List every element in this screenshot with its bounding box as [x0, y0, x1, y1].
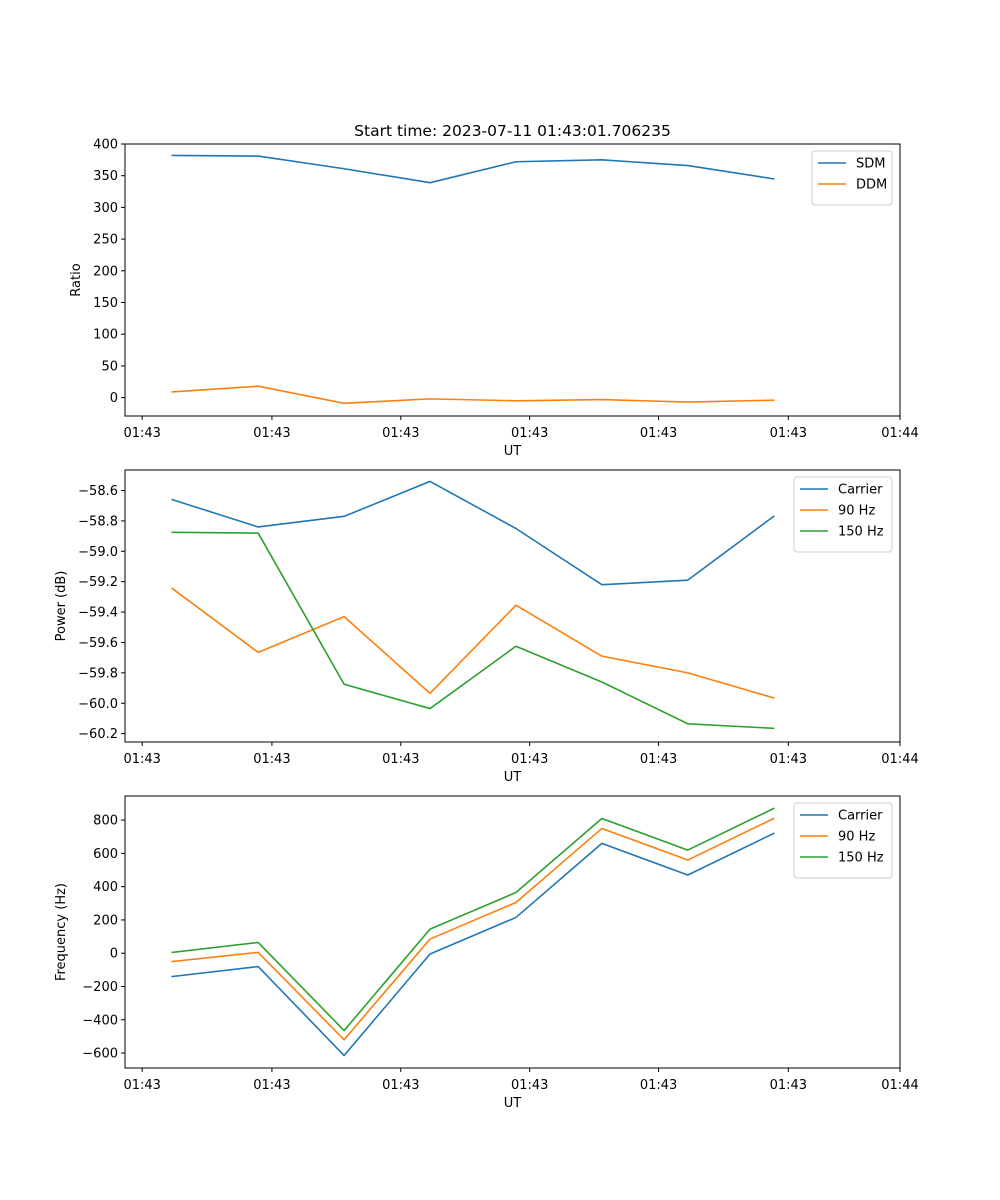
y-axis-label: Frequency (Hz)	[54, 883, 69, 981]
y-tick-label: −400	[82, 1013, 118, 1028]
y-tick-label: −600	[82, 1047, 118, 1062]
y-tick-label: 100	[93, 328, 118, 343]
y-tick-label: 350	[93, 169, 118, 184]
axes-frame	[124, 143, 901, 417]
x-tick-label: 01:43	[253, 1078, 290, 1093]
legend-label: 90 Hz	[838, 830, 875, 845]
x-tick-label: 01:44	[881, 752, 918, 767]
x-tick-label: 01:43	[640, 752, 677, 767]
y-tick-label: −59.0	[78, 545, 118, 560]
legend-box	[811, 150, 893, 206]
x-tick-label: 01:43	[123, 752, 160, 767]
y-tick-label: 250	[93, 233, 118, 248]
series-line-ddm	[171, 385, 775, 405]
x-tick-label: 01:43	[253, 426, 290, 441]
y-tick-label: −59.6	[78, 636, 118, 651]
x-tick-label: 01:43	[511, 426, 548, 441]
x-tick-label: 01:43	[511, 1078, 548, 1093]
y-tick-label: −60.0	[78, 697, 118, 712]
x-tick-label: 01:44	[881, 426, 918, 441]
x-tick-label: 01:43	[640, 426, 677, 441]
y-tick-label: −59.2	[78, 575, 118, 590]
y-tick-label: −59.4	[78, 606, 118, 621]
x-tick-label: 01:43	[770, 752, 807, 767]
y-tick-label: 400	[93, 138, 118, 153]
legend-label: 90 Hz	[838, 504, 875, 519]
series-line-150-hz	[171, 807, 775, 1032]
y-tick-label: 300	[93, 201, 118, 216]
y-tick-label: 0	[110, 947, 118, 962]
subplot-1: 0 50 100 150 200 250 300 350 400 01:43 01:43 01:43 0…	[69, 138, 919, 460]
y-axis-label: Ratio	[69, 263, 84, 296]
subplot-3: −600 −400 −200 0 200 400 600 800 01:43 01:43 01:43…	[54, 795, 919, 1111]
axes-frame	[124, 469, 901, 743]
legend-label: Carrier	[838, 809, 883, 824]
y-tick-label: −59.8	[78, 666, 118, 681]
y-tick-label: −58.8	[78, 514, 118, 529]
x-tick-label: 01:43	[382, 426, 419, 441]
y-tick-label: 800	[93, 814, 118, 829]
x-axis-label: UT	[504, 770, 522, 785]
y-tick-label: −200	[82, 980, 118, 995]
y-tick-label: 50	[101, 359, 118, 374]
legend: Carrier 90 Hz 150 Hz	[793, 802, 893, 879]
series-line-150-hz	[171, 531, 775, 730]
legend-box	[793, 802, 893, 879]
series-line-sdm	[171, 154, 775, 184]
x-tick-label: 01:44	[881, 1078, 918, 1093]
legend: SDM DDM	[811, 150, 893, 206]
y-tick-label: 150	[93, 296, 118, 311]
x-tick-label: 01:43	[382, 1078, 419, 1093]
x-axis-label: UT	[504, 1096, 522, 1111]
series-line-carrier	[171, 480, 775, 586]
y-tick-label: 400	[93, 880, 118, 895]
figure-title: Start time: 2023-07-11 01:43:01.706235	[354, 122, 671, 140]
x-tick-label: 01:43	[640, 1078, 677, 1093]
legend-label: Carrier	[838, 483, 883, 498]
y-axis-label: Power (dB)	[54, 571, 69, 642]
subplot-2: −60.2 −60.0 −59.8 −59.6 −59.4 −59.2 −59.0 −58.8…	[54, 469, 919, 785]
x-axis-label: UT	[504, 444, 522, 459]
legend-label: DDM	[856, 178, 887, 193]
y-tick-label: 200	[93, 913, 118, 928]
x-tick-label: 01:43	[123, 1078, 160, 1093]
series-line-carrier	[171, 832, 775, 1057]
legend-label: 150 Hz	[838, 525, 884, 540]
legend-label: SDM	[856, 157, 885, 172]
series-line-90-hz	[171, 587, 775, 699]
x-tick-label: 01:43	[123, 426, 160, 441]
legend: Carrier 90 Hz 150 Hz	[793, 476, 893, 553]
axes-frame	[124, 795, 901, 1069]
y-tick-label: −60.2	[78, 727, 118, 742]
x-tick-label: 01:43	[382, 752, 419, 767]
x-tick-label: 01:43	[253, 752, 290, 767]
y-tick-label: 600	[93, 847, 118, 862]
x-tick-label: 01:43	[511, 752, 548, 767]
y-tick-label: −58.6	[78, 484, 118, 499]
legend-box	[793, 476, 893, 553]
y-tick-label: 0	[110, 391, 118, 406]
panels: 0 50 100 150 200 250 300 350 400 01:43 01:43 01:43 0…	[54, 138, 919, 1112]
series-line-90-hz	[171, 817, 775, 1041]
y-tick-label: 200	[93, 264, 118, 279]
x-tick-label: 01:43	[770, 426, 807, 441]
legend-label: 150 Hz	[838, 851, 884, 866]
x-tick-label: 01:43	[770, 1078, 807, 1093]
